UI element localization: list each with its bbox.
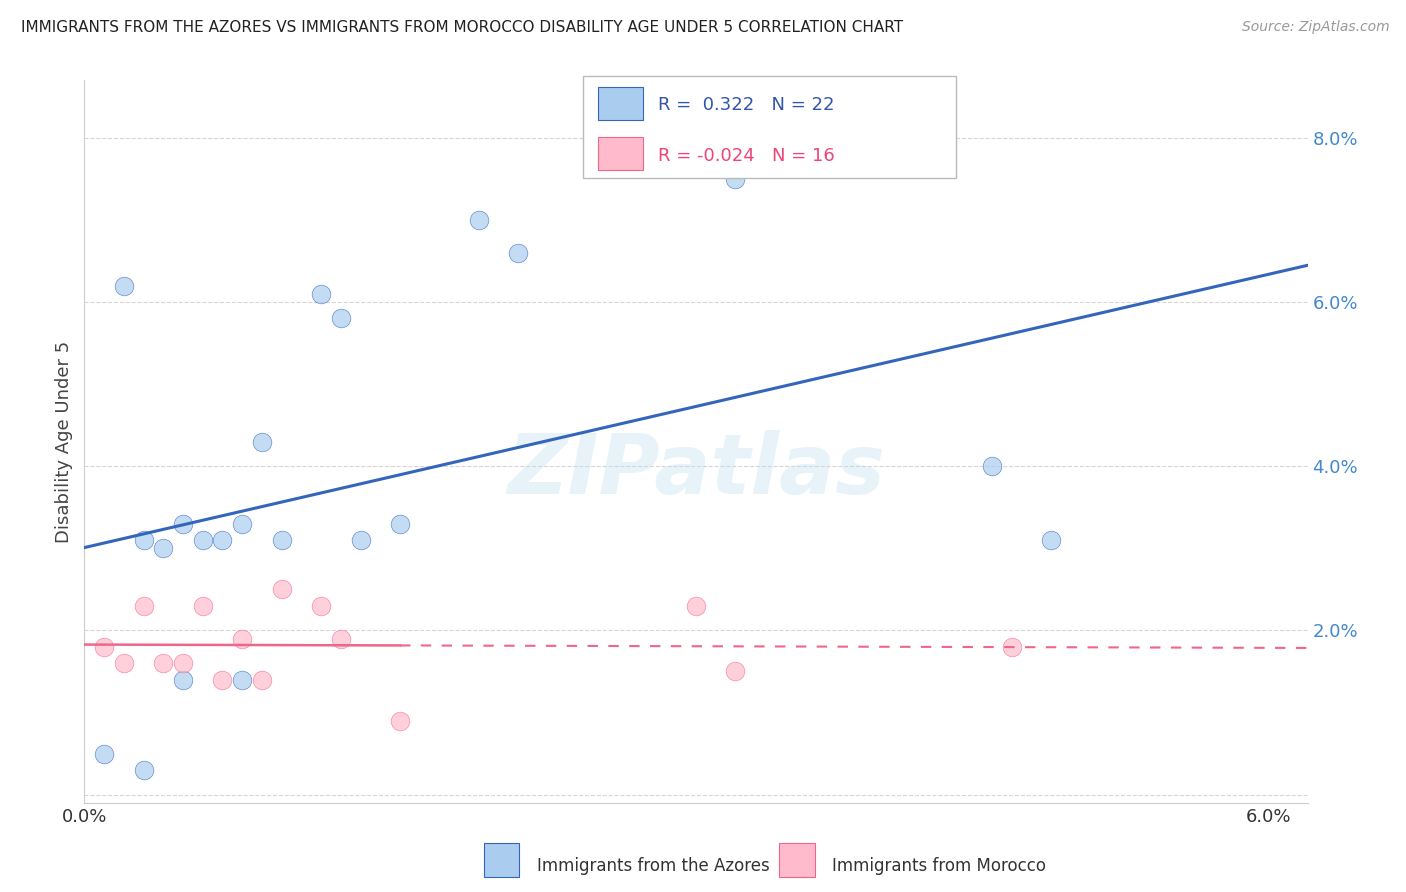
Point — [389, 516, 412, 531]
Point — [152, 541, 174, 556]
Text: IMMIGRANTS FROM THE AZORES VS IMMIGRANTS FROM MOROCCO DISABILITY AGE UNDER 5 COR: IMMIGRANTS FROM THE AZORES VS IMMIGRANTS… — [21, 20, 903, 35]
Point — [980, 459, 1002, 474]
Point — [309, 286, 332, 301]
Point — [1040, 533, 1063, 547]
Point — [112, 278, 135, 293]
Point — [231, 632, 253, 646]
Text: R = -0.024   N = 16: R = -0.024 N = 16 — [658, 147, 835, 165]
Point — [508, 245, 530, 260]
Point — [724, 171, 747, 186]
Point — [132, 533, 155, 547]
Point — [389, 714, 412, 728]
FancyBboxPatch shape — [599, 137, 643, 170]
Point — [250, 434, 273, 449]
Point — [231, 673, 253, 687]
Point — [132, 763, 155, 777]
Text: Immigrants from Morocco: Immigrants from Morocco — [832, 856, 1046, 874]
Point — [329, 632, 352, 646]
Point — [1001, 640, 1024, 654]
Point — [172, 516, 194, 531]
FancyBboxPatch shape — [484, 844, 519, 877]
Point — [270, 582, 292, 597]
Point — [211, 673, 233, 687]
Point — [93, 640, 115, 654]
Point — [685, 599, 707, 613]
Point — [724, 665, 747, 679]
Point — [349, 533, 371, 547]
Text: ZIPatlas: ZIPatlas — [508, 430, 884, 511]
FancyBboxPatch shape — [599, 87, 643, 120]
FancyBboxPatch shape — [583, 76, 956, 178]
Point — [152, 657, 174, 671]
Point — [270, 533, 292, 547]
Point — [309, 599, 332, 613]
Point — [231, 516, 253, 531]
Y-axis label: Disability Age Under 5: Disability Age Under 5 — [55, 341, 73, 542]
Point — [132, 599, 155, 613]
Point — [468, 212, 491, 227]
Point — [172, 657, 194, 671]
Point — [191, 599, 214, 613]
Text: R =  0.322   N = 22: R = 0.322 N = 22 — [658, 95, 835, 114]
Text: Source: ZipAtlas.com: Source: ZipAtlas.com — [1241, 20, 1389, 34]
Point — [93, 747, 115, 761]
Point — [191, 533, 214, 547]
Text: Immigrants from the Azores: Immigrants from the Azores — [537, 856, 770, 874]
Point — [250, 673, 273, 687]
Point — [211, 533, 233, 547]
Point — [112, 657, 135, 671]
FancyBboxPatch shape — [779, 844, 814, 877]
Point — [329, 311, 352, 326]
Point — [172, 673, 194, 687]
